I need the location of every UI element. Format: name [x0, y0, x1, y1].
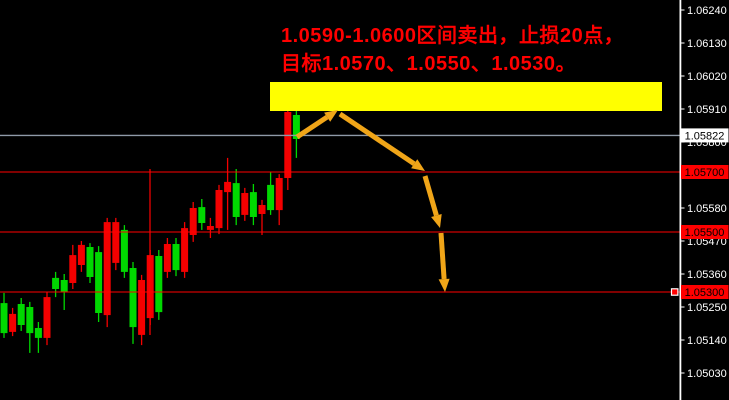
axis-tick-label: 1.05250 [687, 302, 727, 314]
price-axis[interactable]: 1.062401.061301.060201.059101.058001.056… [670, 0, 729, 400]
level-price-box [681, 225, 729, 239]
axis-tick-label: 1.06240 [687, 5, 727, 17]
axis-tick-label: 1.05910 [687, 104, 727, 116]
axis-tick-label: 1.05580 [687, 203, 727, 215]
axis-tick-label: 1.05140 [687, 335, 727, 347]
axis-tick-label: 1.06020 [687, 71, 727, 83]
projection-arrows[interactable] [295, 110, 450, 292]
current-price-box [681, 128, 729, 143]
axis-tick-label: 1.05360 [687, 269, 727, 281]
level-lines[interactable] [0, 171, 680, 293]
trade-instruction-line2: 目标1.0570、1.0550、1.0530。 [281, 53, 577, 75]
level-price-box [681, 165, 729, 179]
svg-text:1.05700: 1.05700 [685, 167, 725, 179]
line-drag-handle[interactable] [670, 288, 679, 296]
sell-zone-box[interactable] [270, 82, 662, 111]
level-price-box [681, 285, 729, 299]
svg-text:1.05822: 1.05822 [685, 130, 725, 142]
trade-instruction-line1: 1.0590-1.0600区间卖出，止损20点， [281, 25, 625, 47]
trade-instruction-note: 1.0590-1.0600区间卖出，止损20点， 目标1.0570、1.0550… [281, 22, 624, 78]
axis-tick-label: 1.05030 [687, 368, 727, 380]
svg-text:1.05300: 1.05300 [685, 287, 725, 299]
axis-tick-label: 1.06130 [687, 38, 727, 50]
svg-text:1.05500: 1.05500 [685, 227, 725, 239]
